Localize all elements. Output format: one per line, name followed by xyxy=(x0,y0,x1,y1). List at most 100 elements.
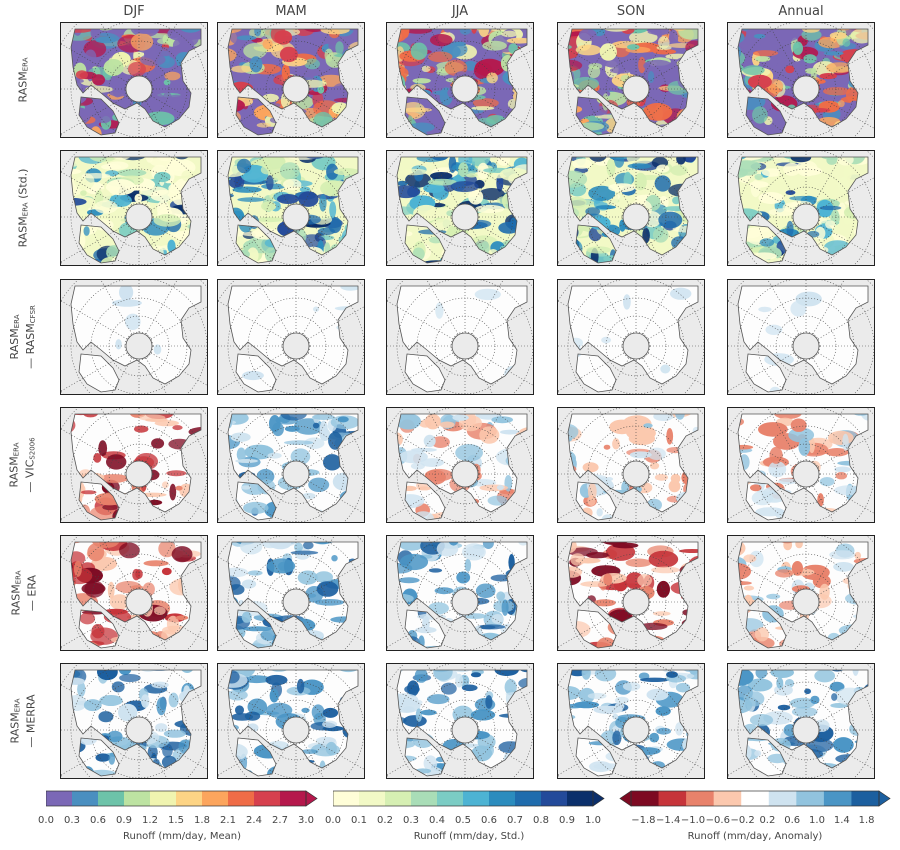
colorbar-tick-label: 0.5 xyxy=(455,815,471,826)
colorbar-tick-label: 1.4 xyxy=(833,815,850,826)
colorbar-swatch xyxy=(176,791,203,806)
colorbar-swatch xyxy=(333,791,360,806)
colorbar-tick-label: 0.4 xyxy=(429,815,445,826)
row-label-main: RASM xyxy=(9,584,22,616)
map-panel xyxy=(386,279,534,395)
colorbar-tick-label: 0.6 xyxy=(784,815,801,826)
colorbar-tick-label: 2.7 xyxy=(272,815,288,826)
map-panel xyxy=(386,150,534,266)
row-label-sub: ERA xyxy=(13,314,21,329)
map-panel xyxy=(217,407,365,523)
colorbar-tick-label: 1.8 xyxy=(194,815,210,826)
colorbar-tick-label: 0.3 xyxy=(403,815,419,826)
colorbar-swatch xyxy=(489,791,516,806)
column-title-jja: JJA xyxy=(451,4,469,19)
map-panel xyxy=(727,535,875,651)
colorbar-anom xyxy=(619,790,891,808)
map-panel xyxy=(60,150,208,266)
map-panel xyxy=(727,279,875,395)
row-label-sub: ERA xyxy=(21,57,29,72)
colorbar-tick-label: 1.2 xyxy=(142,815,158,826)
row-label-3: RASMERA — VICS2006 xyxy=(4,407,44,523)
colorbar-tick-label: 0.0 xyxy=(325,815,341,826)
colorbar-swatch xyxy=(124,791,151,806)
colorbar-tick-label: 0.8 xyxy=(533,815,549,826)
colorbar-swatch xyxy=(385,791,412,806)
row-label-1: RASMERA (Std.) xyxy=(4,150,44,266)
colorbar-tick-label: −1.0 xyxy=(680,815,706,826)
map-panel xyxy=(557,663,705,779)
colorbar-std xyxy=(333,790,605,808)
column-title-annual: Annual xyxy=(778,4,824,19)
map-panel xyxy=(557,150,705,266)
column-title-son: SON xyxy=(616,4,646,19)
colorbar-swatch xyxy=(541,791,568,806)
row-label-line2: — MERRA xyxy=(25,694,38,748)
colorbar-swatch xyxy=(254,791,281,806)
colorbar-tick-label: 1.5 xyxy=(168,815,184,826)
colorbar-tick-label: 1.0 xyxy=(585,815,601,826)
row-label-4: RASMERA — ERA xyxy=(4,535,44,651)
colorbar-tick-label: 2.4 xyxy=(246,815,262,826)
map-panel xyxy=(386,535,534,651)
map-panel xyxy=(217,535,365,651)
colorbar-tick-label: 0.7 xyxy=(507,815,523,826)
map-panel xyxy=(557,407,705,523)
column-title-mam: MAM xyxy=(275,4,307,19)
colorbar-tick-label: 0.6 xyxy=(90,815,106,826)
colorbar-swatch xyxy=(713,791,742,806)
map-panel xyxy=(557,279,705,395)
row-label-line2: — RASM xyxy=(24,323,37,369)
colorbar-swatch xyxy=(437,791,464,806)
row-label-main: RASM xyxy=(16,71,29,103)
row-label-main: RASM xyxy=(9,712,22,744)
colorbar-swatch xyxy=(768,791,797,806)
row-label-2: RASMERA — RASMCFSR xyxy=(4,279,44,395)
map-panel xyxy=(60,22,208,138)
row-label-line2: — ERA xyxy=(25,574,38,612)
map-panel xyxy=(727,22,875,138)
map-panel xyxy=(60,279,208,395)
column-title-djf: DJF xyxy=(123,4,145,19)
row-label-0: RASMERA xyxy=(4,22,44,138)
map-panel xyxy=(557,22,705,138)
row-label-main: RASM xyxy=(8,328,21,360)
row-label-main: RASM xyxy=(8,456,21,488)
map-panel xyxy=(217,663,365,779)
row-label-line2-sub: CFSR xyxy=(29,305,37,324)
map-panel xyxy=(727,663,875,779)
colorbar-tick-label: 0.2 xyxy=(759,815,776,826)
colorbar-tick-label: 0.0 xyxy=(38,815,54,826)
colorbar-swatch xyxy=(658,791,687,806)
colorbar-swatch xyxy=(463,791,490,806)
row-label-sub: ERA xyxy=(21,202,30,217)
colorbar-mean xyxy=(46,790,318,808)
colorbar-swatch xyxy=(72,791,99,806)
map-panel xyxy=(217,22,365,138)
colorbar-tick-label: 0.9 xyxy=(559,815,575,826)
map-panel xyxy=(727,407,875,523)
row-label-main: RASM xyxy=(16,216,30,248)
colorbar-swatch xyxy=(411,791,438,806)
colorbar-swatch xyxy=(741,791,770,806)
row-label-sub: ERA xyxy=(14,698,22,713)
map-panel xyxy=(60,407,208,523)
colorbar-tick-label: 0.1 xyxy=(351,815,367,826)
colorbar-label: Runoff (mm/day, Mean) xyxy=(122,831,242,842)
map-panel xyxy=(557,535,705,651)
map-panel xyxy=(60,535,208,651)
colorbar-swatch xyxy=(515,791,542,806)
row-label-5: RASMERA — MERRA xyxy=(4,663,44,779)
map-panel xyxy=(386,407,534,523)
colorbar-swatch xyxy=(851,791,880,806)
colorbar-tick-label: 1.8 xyxy=(858,815,875,826)
colorbar-swatch xyxy=(98,791,125,806)
colorbar-tick-label: −0.2 xyxy=(730,815,755,826)
map-panel xyxy=(727,150,875,266)
colorbar-tick-label: 3.0 xyxy=(298,815,314,826)
row-label-line2: — VIC xyxy=(24,459,37,493)
colorbar-swatch xyxy=(359,791,386,806)
colorbar-swatch xyxy=(150,791,177,806)
colorbar-tick-label: −1.4 xyxy=(656,815,681,826)
map-panel xyxy=(60,663,208,779)
